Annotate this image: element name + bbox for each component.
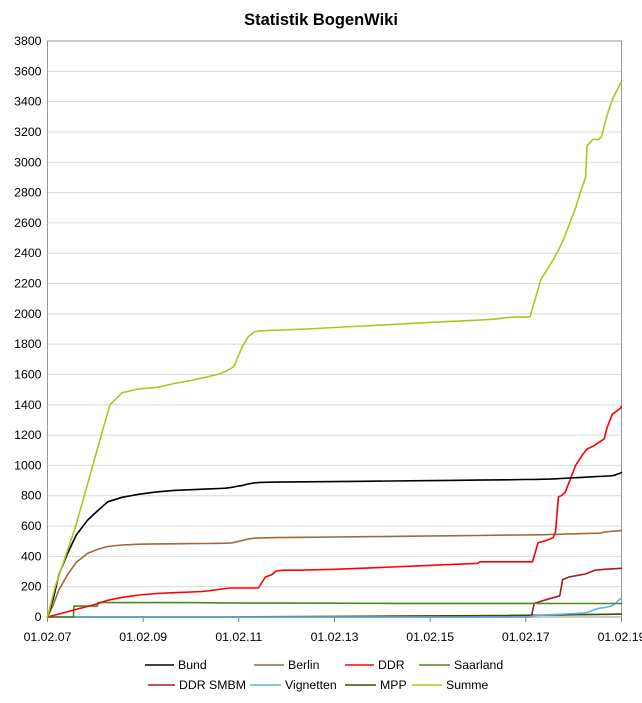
svg-text:MPP: MPP xyxy=(380,678,407,692)
svg-text:3800: 3800 xyxy=(14,34,42,48)
svg-text:400: 400 xyxy=(21,549,42,563)
svg-text:0: 0 xyxy=(35,610,42,624)
svg-text:01.02.11: 01.02.11 xyxy=(215,630,262,644)
svg-text:2200: 2200 xyxy=(14,277,42,291)
svg-text:800: 800 xyxy=(21,489,42,503)
svg-text:1600: 1600 xyxy=(14,368,42,382)
svg-text:600: 600 xyxy=(21,519,42,533)
svg-text:200: 200 xyxy=(21,580,42,594)
svg-text:3600: 3600 xyxy=(14,64,42,78)
svg-text:3000: 3000 xyxy=(14,155,42,169)
svg-text:Bund: Bund xyxy=(178,658,207,672)
svg-text:3200: 3200 xyxy=(14,125,42,139)
svg-text:Berlin: Berlin xyxy=(288,658,320,672)
svg-text:01.02.13: 01.02.13 xyxy=(311,630,359,644)
svg-text:Saarland: Saarland xyxy=(454,658,503,672)
svg-text:2400: 2400 xyxy=(14,246,42,260)
svg-text:01.02.19: 01.02.19 xyxy=(598,630,642,644)
svg-text:1000: 1000 xyxy=(14,458,42,472)
svg-text:3400: 3400 xyxy=(14,95,42,109)
svg-text:2600: 2600 xyxy=(14,216,42,230)
svg-text:01.02.09: 01.02.09 xyxy=(119,630,167,644)
svg-text:DDR: DDR xyxy=(378,658,405,672)
svg-text:01.02.17: 01.02.17 xyxy=(502,630,550,644)
svg-text:Vignetten: Vignetten xyxy=(285,678,337,692)
svg-text:2000: 2000 xyxy=(14,307,42,321)
svg-text:1200: 1200 xyxy=(14,428,42,442)
svg-text:01.02.15: 01.02.15 xyxy=(406,630,454,644)
svg-text:1800: 1800 xyxy=(14,337,42,351)
svg-text:Summe: Summe xyxy=(446,678,489,692)
svg-text:01.02.07: 01.02.07 xyxy=(24,630,72,644)
svg-text:1400: 1400 xyxy=(14,398,42,412)
svg-text:2800: 2800 xyxy=(14,186,42,200)
svg-text:DDR SMBM: DDR SMBM xyxy=(179,678,246,692)
